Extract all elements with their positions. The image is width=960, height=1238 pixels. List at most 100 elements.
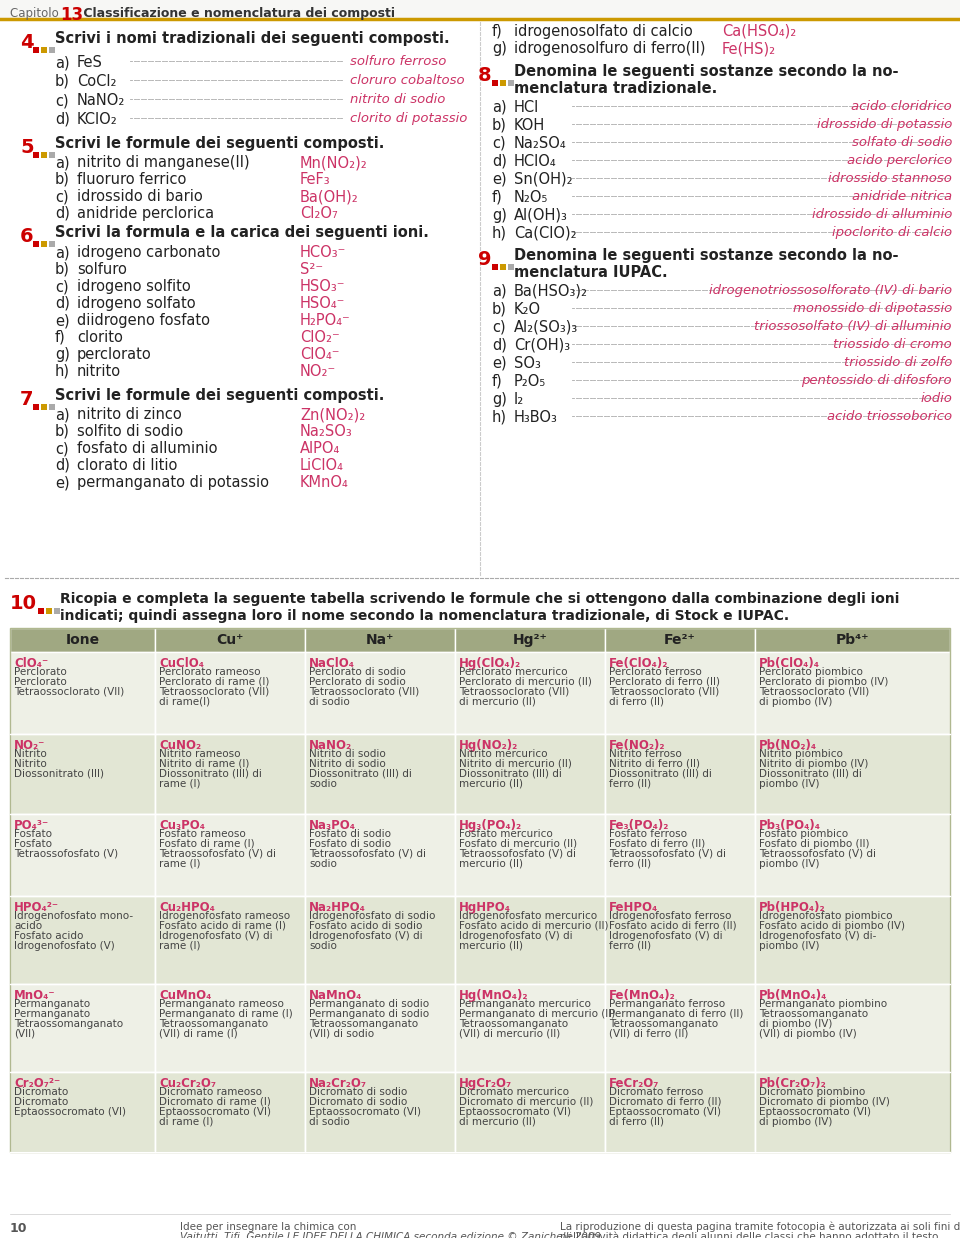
Text: Fosfato acido di piombo (IV): Fosfato acido di piombo (IV) <box>759 921 905 931</box>
Bar <box>305 984 455 1072</box>
Bar <box>755 1072 950 1153</box>
Text: Diossonitrato (III) di: Diossonitrato (III) di <box>309 769 412 779</box>
Bar <box>155 1072 305 1153</box>
Text: Dicromato di sodio: Dicromato di sodio <box>309 1087 407 1097</box>
Text: Tetraossofosfato (V) di: Tetraossofosfato (V) di <box>159 849 276 859</box>
Text: Cu₂HPO₄: Cu₂HPO₄ <box>159 901 215 914</box>
Text: Idrogenofosfato piombico: Idrogenofosfato piombico <box>759 911 893 921</box>
Text: Scrivi i nomi tradizionali dei seguenti composti.: Scrivi i nomi tradizionali dei seguenti … <box>55 31 449 46</box>
Bar <box>10 984 155 1072</box>
Text: FeS: FeS <box>77 54 103 71</box>
Text: g): g) <box>492 208 507 223</box>
Text: di ferro (II): di ferro (II) <box>609 697 664 707</box>
Text: perclorato: perclorato <box>77 347 152 361</box>
Text: Scrivi le formule dei seguenti composti.: Scrivi le formule dei seguenti composti. <box>55 387 384 404</box>
Text: Eptaossocromato (VI): Eptaossocromato (VI) <box>759 1107 871 1117</box>
Text: Al(OH)₃: Al(OH)₃ <box>514 208 568 223</box>
Text: Tetraossoclorato (VII): Tetraossoclorato (VII) <box>309 687 420 697</box>
Text: Perclorato rameoso: Perclorato rameoso <box>159 667 260 677</box>
Text: idrogenotriossosolforato (IV) di bario: idrogenotriossosolforato (IV) di bario <box>708 284 952 297</box>
Text: h): h) <box>492 227 507 241</box>
Text: Idee per insegnare la chimica con: Idee per insegnare la chimica con <box>180 1222 356 1232</box>
Text: a): a) <box>55 54 70 71</box>
Text: Permanganato piombino: Permanganato piombino <box>759 999 887 1009</box>
Bar <box>605 734 755 815</box>
Text: triossosolfato (IV) di alluminio: triossosolfato (IV) di alluminio <box>755 319 952 333</box>
Text: 10: 10 <box>10 594 37 613</box>
Text: 6: 6 <box>20 227 34 246</box>
Text: di rame(I): di rame(I) <box>159 697 210 707</box>
Text: (VII) di ferro (II): (VII) di ferro (II) <box>609 1029 688 1039</box>
Text: Diossonitrato (III) di: Diossonitrato (III) di <box>609 769 712 779</box>
Text: Idrogenofosfato rameoso: Idrogenofosfato rameoso <box>159 911 290 921</box>
Text: acido perclorico: acido perclorico <box>847 154 952 167</box>
Text: Permanganato di ferro (II): Permanganato di ferro (II) <box>609 1009 743 1019</box>
Bar <box>455 628 605 652</box>
Bar <box>305 815 455 896</box>
Text: HgCr₂O₇: HgCr₂O₇ <box>459 1077 512 1089</box>
Bar <box>155 896 305 984</box>
Bar <box>605 815 755 896</box>
Text: Fosfato di sodio: Fosfato di sodio <box>309 829 391 839</box>
Text: Dicromato rameoso: Dicromato rameoso <box>159 1087 262 1097</box>
Bar <box>755 628 950 652</box>
Text: Idrogenofosfato (V) di-: Idrogenofosfato (V) di- <box>759 931 876 941</box>
Text: Ione: Ione <box>65 633 100 647</box>
Text: Hg(MnO₄)₂: Hg(MnO₄)₂ <box>459 989 529 1002</box>
Text: H₂PO₄⁻: H₂PO₄⁻ <box>300 313 350 328</box>
Text: Idrogenofosfato (V): Idrogenofosfato (V) <box>14 941 115 951</box>
Text: 9: 9 <box>478 250 492 269</box>
Text: CuMnO₄: CuMnO₄ <box>159 989 211 1002</box>
Text: Fe(NO₂)₂: Fe(NO₂)₂ <box>609 739 665 751</box>
Text: N₂O₅: N₂O₅ <box>514 189 548 206</box>
Text: HCO₃⁻: HCO₃⁻ <box>300 245 347 260</box>
Text: Fosfato acido di sodio: Fosfato acido di sodio <box>309 921 422 931</box>
Text: FeF₃: FeF₃ <box>300 172 330 187</box>
Text: Dicromato di piombo (IV): Dicromato di piombo (IV) <box>759 1097 890 1107</box>
Text: clorito di potassio: clorito di potassio <box>350 111 468 125</box>
Text: Ca(HSO₄)₂: Ca(HSO₄)₂ <box>722 24 796 40</box>
Bar <box>492 80 498 85</box>
Text: nitrito di zinco: nitrito di zinco <box>77 407 181 422</box>
Text: NaClO₄: NaClO₄ <box>309 657 355 670</box>
Text: Tetraossomanganato: Tetraossomanganato <box>609 1019 718 1029</box>
Bar <box>305 896 455 984</box>
Text: Sn(OH)₂: Sn(OH)₂ <box>514 172 572 187</box>
Text: Scrivi la formula e la carica dei seguenti ioni.: Scrivi la formula e la carica dei seguen… <box>55 225 429 240</box>
Text: Permanganato di rame (I): Permanganato di rame (I) <box>159 1009 293 1019</box>
Text: Diossonitrato (III) di: Diossonitrato (III) di <box>459 769 562 779</box>
Text: di sodio: di sodio <box>309 697 349 707</box>
Text: 10: 10 <box>10 1222 28 1236</box>
Text: Vaitutti, Tifi, Gentile LE IDEE DELLA CHIMICA seconda edizione © Zanichelli 2009: Vaitutti, Tifi, Gentile LE IDEE DELLA CH… <box>180 1232 601 1238</box>
Text: HgHPO₄: HgHPO₄ <box>459 901 511 914</box>
Text: c): c) <box>55 441 68 456</box>
Text: ClO₄⁻: ClO₄⁻ <box>300 347 340 361</box>
Text: Permanganato ferroso: Permanganato ferroso <box>609 999 725 1009</box>
Text: Tetraossofosfato (V) di: Tetraossofosfato (V) di <box>759 849 876 859</box>
Text: solfato di sodio: solfato di sodio <box>852 136 952 149</box>
Text: solfuro ferroso: solfuro ferroso <box>350 54 446 68</box>
Text: Na₃PO₄: Na₃PO₄ <box>309 820 356 832</box>
Text: h): h) <box>492 410 507 425</box>
Text: idrogenosolfato di calcio: idrogenosolfato di calcio <box>514 24 693 40</box>
Text: Denomina le seguenti sostanze secondo la no-: Denomina le seguenti sostanze secondo la… <box>514 64 899 79</box>
Text: Dicromato di ferro (II): Dicromato di ferro (II) <box>609 1097 722 1107</box>
Bar <box>155 652 305 734</box>
Bar <box>10 815 155 896</box>
Text: Classificazione e nomenclatura dei composti: Classificazione e nomenclatura dei compo… <box>79 7 395 20</box>
Bar <box>500 80 506 85</box>
Bar <box>54 608 60 614</box>
Text: di piombo (IV): di piombo (IV) <box>759 1117 832 1127</box>
Text: Nitrito: Nitrito <box>14 749 47 759</box>
Text: Nitrito di piombo (IV): Nitrito di piombo (IV) <box>759 759 869 769</box>
Text: diidrogeno fosfato: diidrogeno fosfato <box>77 313 210 328</box>
Text: Eptaossocromato (VI): Eptaossocromato (VI) <box>309 1107 421 1117</box>
Text: idrossido stannoso: idrossido stannoso <box>828 172 952 184</box>
Text: Fosfato ferroso: Fosfato ferroso <box>609 829 687 839</box>
Text: NaMnO₄: NaMnO₄ <box>309 989 362 1002</box>
Text: rame (I): rame (I) <box>159 779 201 789</box>
Bar <box>455 652 605 734</box>
Text: Fosfato di rame (I): Fosfato di rame (I) <box>159 839 254 849</box>
Bar <box>455 734 605 815</box>
Text: Al₂(SO₃)₃: Al₂(SO₃)₃ <box>514 319 578 335</box>
